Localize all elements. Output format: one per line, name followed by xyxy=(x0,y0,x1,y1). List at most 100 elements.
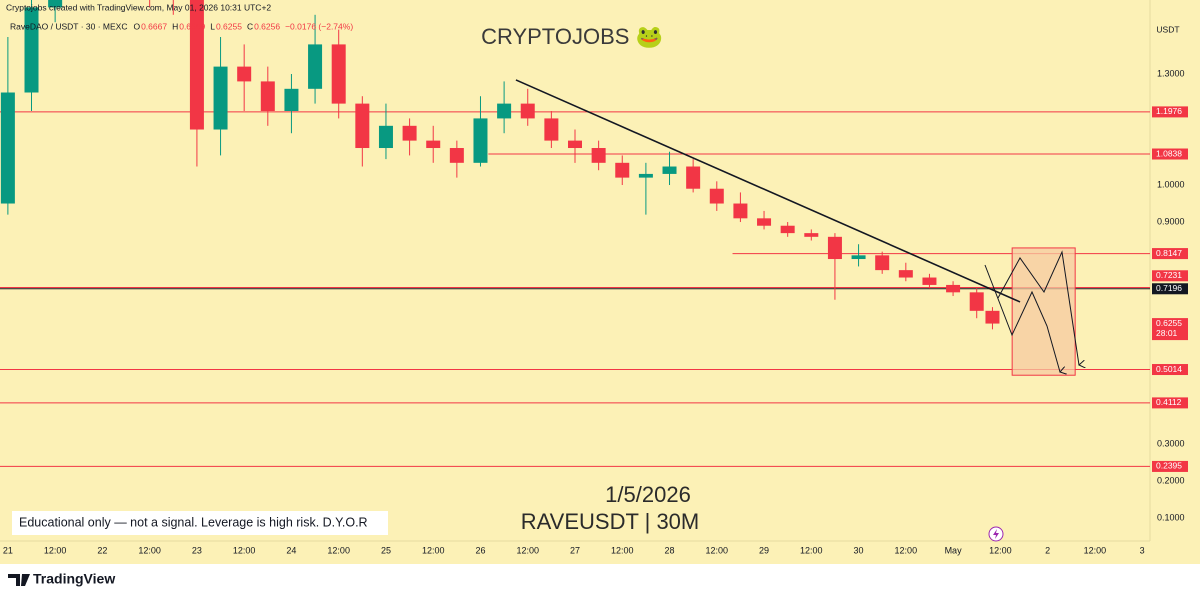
candle-body xyxy=(378,125,393,149)
x-tick-label: 2 xyxy=(1045,545,1050,555)
disclaimer: Educational only — not a signal. Leverag… xyxy=(19,515,368,529)
y-tick-label: 0.9000 xyxy=(1157,216,1185,226)
candle-body xyxy=(615,162,630,178)
candle-body xyxy=(237,66,252,82)
y-tick-label: 0.1000 xyxy=(1157,512,1185,522)
candle-body xyxy=(48,0,63,8)
price-tag-label: 1.0838 xyxy=(1156,148,1182,158)
candle-body xyxy=(0,92,15,204)
price-tag xyxy=(1152,318,1188,341)
x-tick-label: 30 xyxy=(854,545,864,555)
candle-body xyxy=(402,125,417,141)
candle-body xyxy=(827,236,842,260)
candle-body xyxy=(284,88,299,112)
price-tag-label: 0.7231 xyxy=(1156,270,1182,280)
candle-body xyxy=(449,148,464,163)
projection-path xyxy=(997,250,1079,365)
price-tag xyxy=(1152,270,1188,282)
symbol: RaveDAO / USDT · 30 · MEXC xyxy=(10,21,127,31)
candle-body xyxy=(497,103,512,119)
price-tag xyxy=(1152,460,1188,472)
candle-body xyxy=(544,118,559,141)
y-tick-label: 0.3000 xyxy=(1157,438,1185,448)
ohlc-key: H xyxy=(172,21,178,31)
brand: TradingView xyxy=(33,571,115,587)
price-tag xyxy=(1152,248,1188,260)
brand-logo xyxy=(8,574,30,586)
x-tick-label: 28 xyxy=(665,545,675,555)
x-tick-label: 12:00 xyxy=(516,545,539,555)
candle-body xyxy=(946,284,961,293)
ohlc-value: 0.6667 xyxy=(141,21,167,31)
credit: Cryptojobs created with TradingView.com,… xyxy=(6,2,271,12)
candle-body xyxy=(780,225,795,234)
x-tick-label: 12:00 xyxy=(611,545,634,555)
x-tick-label: 12:00 xyxy=(44,545,67,555)
price-tag-label: 1.1976 xyxy=(1156,106,1182,116)
price-tag xyxy=(1152,364,1188,376)
ohlc-value: 0.6255 xyxy=(216,21,242,31)
ohlc-value: 0.6669 xyxy=(179,21,205,31)
disclaimer-box xyxy=(12,511,388,535)
target-box xyxy=(1011,247,1076,376)
candle-body xyxy=(591,148,606,163)
currency: USDT xyxy=(1156,24,1179,34)
x-tick-label: 26 xyxy=(475,545,485,555)
projection-path xyxy=(984,264,1060,372)
x-tick-label: 27 xyxy=(570,545,580,555)
candle-body xyxy=(520,103,535,119)
event-icon-bolt xyxy=(993,529,999,539)
candle-body xyxy=(969,292,984,311)
y-tick-label: 1.0000 xyxy=(1157,179,1185,189)
candle-body xyxy=(686,166,701,189)
price-tag-label: 0.6255 xyxy=(1156,318,1182,328)
candle-body xyxy=(568,140,582,149)
x-tick-label: 23 xyxy=(192,545,202,555)
x-tick-label: 25 xyxy=(381,545,391,555)
x-tick-label: 21 xyxy=(3,545,13,555)
x-tick-label: 12:00 xyxy=(800,545,823,555)
plot-area xyxy=(0,0,1150,467)
x-tick-label: 12:00 xyxy=(989,545,1012,555)
trendline xyxy=(515,79,1021,303)
candle-body xyxy=(898,270,913,278)
candle-body xyxy=(757,218,772,226)
x-tick-label: May xyxy=(945,545,963,555)
x-tick-label: 22 xyxy=(97,545,107,555)
x-tick-label: 12:00 xyxy=(1084,545,1107,555)
x-tick-label: 12:00 xyxy=(327,545,350,555)
price-tag-label: 0.8147 xyxy=(1156,248,1182,258)
candle-body xyxy=(426,140,441,149)
price-tag-label: 0.7196 xyxy=(1156,283,1182,293)
price-tag-label: 0.5014 xyxy=(1156,364,1182,374)
change: −0.0176 (−2.74%) xyxy=(285,21,353,31)
annotation-symbol: RAVEUSDT | 30M xyxy=(521,509,700,534)
candle-body xyxy=(260,81,275,112)
price-tag xyxy=(1152,397,1188,409)
ohlc-key: O xyxy=(133,21,140,31)
x-tick-label: 12:00 xyxy=(422,545,445,555)
price-tag-label: 0.2395 xyxy=(1156,461,1182,471)
y-tick-label: 1.3000 xyxy=(1157,68,1185,78)
x-tick-label: 12:00 xyxy=(233,545,256,555)
candle-body xyxy=(213,66,228,130)
price-tag xyxy=(1152,283,1188,295)
footer xyxy=(0,564,1200,600)
candle-body xyxy=(662,166,677,174)
candle-body xyxy=(709,188,724,204)
candle-body xyxy=(922,277,937,285)
price-tag-label: 0.4112 xyxy=(1156,397,1182,407)
candle-body xyxy=(189,0,204,130)
candle-body xyxy=(638,173,653,178)
candle-body xyxy=(308,44,323,89)
candle-body xyxy=(851,255,866,260)
x-tick-label: 12:00 xyxy=(895,545,918,555)
x-tick-label: 12:00 xyxy=(138,545,161,555)
axes: 1.3000 1.0000 0.9000 0.3000 0.2000 0.1000 21 12… xyxy=(3,68,1188,555)
candle-body xyxy=(985,310,1000,324)
candle-body xyxy=(875,255,890,271)
candle-body xyxy=(24,7,39,93)
x-tick-label: 12:00 xyxy=(706,545,729,555)
